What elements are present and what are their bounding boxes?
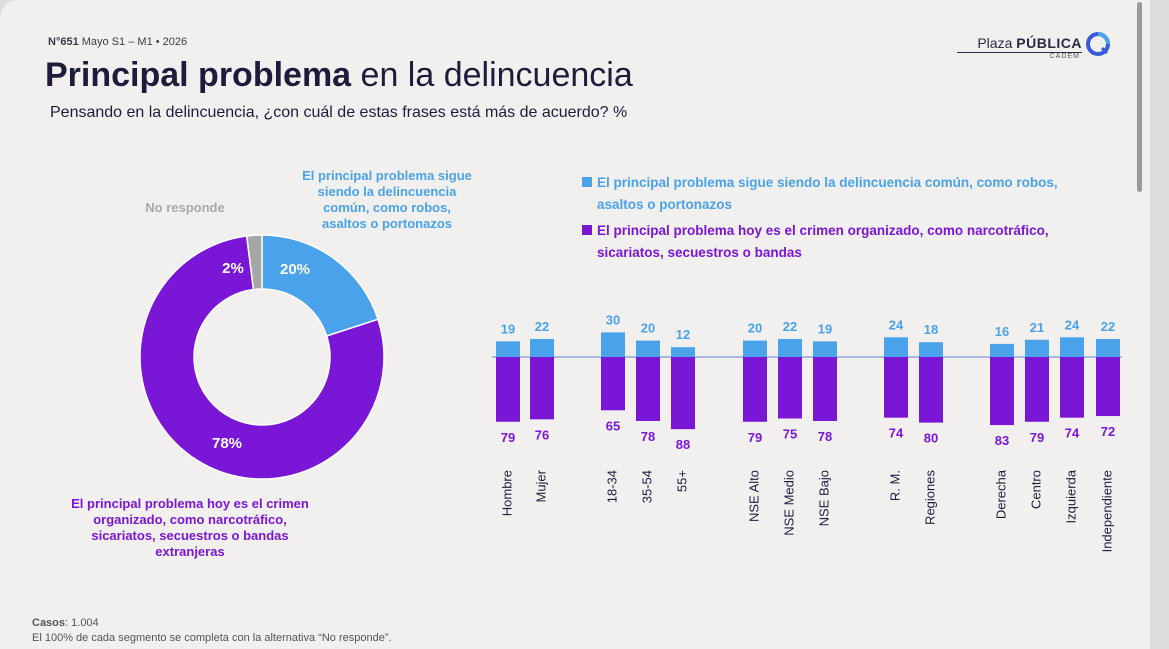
bar-category-label: Derecha	[993, 469, 1008, 519]
page-title: Principal problema en la delincuencia	[45, 56, 633, 94]
bar-purple	[990, 357, 1014, 426]
bar-value-label-blue: 22	[535, 319, 549, 334]
bar-category-label: Izquierda	[1063, 469, 1078, 523]
issue-info: N°651 Mayo S1 – M1 • 2026	[48, 36, 188, 48]
bar-value-label-purple: 72	[1101, 424, 1115, 439]
bar-category-label: NSE Medio	[781, 470, 796, 536]
bar-value-label-purple: 78	[818, 429, 832, 444]
bar-value-label-blue: 24	[1065, 317, 1080, 332]
footer-note: El 100% de cada segmento se completa con…	[32, 632, 392, 644]
donut-slice-label: 20%	[280, 261, 310, 278]
bar-category-label: Mujer	[533, 469, 548, 502]
bar-value-label-blue: 24	[889, 317, 904, 332]
bar-category-label: 18-34	[604, 470, 619, 503]
bar-category-label: Regiones	[922, 470, 937, 525]
bar-legend: El principal problema sigue siendo la de…	[582, 172, 1062, 268]
bar-purple	[778, 357, 802, 419]
bar-purple	[1060, 357, 1084, 418]
bar-value-label-purple: 79	[1030, 430, 1044, 445]
bar-blue	[813, 341, 837, 357]
bar-category-label: Independiente	[1099, 470, 1114, 552]
bar-blue	[496, 341, 520, 357]
bar-value-label-blue: 21	[1030, 320, 1044, 335]
bar-value-label-purple: 83	[995, 433, 1009, 448]
bar-value-label-blue: 19	[818, 321, 832, 336]
donut-annotation-blue: El principal problema sigue siendo la de…	[302, 168, 472, 231]
bar-purple	[884, 357, 908, 418]
bar-category-label: R. M.	[887, 470, 902, 501]
legend-swatch-purple	[582, 225, 592, 235]
bar-category-label: 35-54	[639, 470, 654, 503]
bar-blue	[601, 332, 625, 357]
legend-item-blue: El principal problema sigue siendo la de…	[582, 172, 1062, 216]
bar-value-label-blue: 16	[995, 324, 1009, 339]
bar-category-label: NSE Bajo	[816, 470, 831, 526]
bar-value-label-purple: 79	[748, 430, 762, 445]
cases-note: Casos: 1.004	[32, 617, 99, 629]
bar-blue	[743, 340, 767, 357]
bar-purple	[671, 357, 695, 430]
page-subtitle: Pensando en la delincuencia, ¿con cuál d…	[50, 104, 628, 121]
bar-value-label-purple: 74	[889, 426, 904, 441]
brand-mark-icon	[1086, 32, 1110, 56]
bar-category-label: Hombre	[499, 470, 514, 516]
legend-item-purple: El principal problema hoy es el crimen o…	[582, 220, 1062, 264]
bar-value-label-purple: 76	[535, 427, 549, 442]
bar-value-label-blue: 12	[676, 327, 690, 342]
bar-blue	[636, 340, 660, 357]
bar-purple	[813, 357, 837, 421]
donut-slice	[139, 235, 385, 480]
bar-value-label-blue: 19	[501, 321, 515, 336]
bar-value-label-blue: 22	[783, 319, 797, 334]
bar-value-label-blue: 18	[924, 322, 938, 337]
donut-slice	[245, 234, 263, 291]
bar-value-label-blue: 22	[1101, 319, 1115, 334]
bar-purple	[496, 357, 520, 422]
bar-blue	[1060, 337, 1084, 357]
bar-value-label-blue: 30	[606, 312, 620, 327]
bar-blue	[778, 338, 802, 357]
legend-swatch-blue	[582, 177, 592, 187]
bar-blue	[919, 342, 943, 357]
donut-annotation-purple: El principal problema hoy es el crimen o…	[71, 496, 309, 559]
donut-annotation-gray: No responde	[145, 200, 225, 215]
bar-purple	[743, 357, 767, 422]
bar-value-label-purple: 88	[676, 437, 690, 452]
bar-blue	[671, 347, 695, 357]
bar-purple	[919, 357, 943, 423]
bar-value-label-purple: 65	[606, 418, 620, 433]
bar-value-label-blue: 20	[748, 321, 762, 336]
bar-blue	[530, 338, 554, 357]
bar-value-label-purple: 74	[1065, 426, 1080, 441]
bar-blue	[1096, 338, 1120, 357]
bar-blue	[1025, 339, 1049, 357]
bar-purple	[1096, 357, 1120, 417]
plaza-publica-logo: Plaza PÚBLICA CADEM	[957, 32, 1110, 60]
donut-slice-label: 2%	[222, 260, 244, 277]
bar-value-label-purple: 75	[783, 427, 797, 442]
bar-blue	[990, 343, 1014, 357]
bar-value-label-blue: 20	[641, 321, 655, 336]
bar-value-label-purple: 80	[924, 431, 938, 446]
donut-slice-label: 78%	[212, 435, 242, 452]
bar-category-label: NSE Alto	[746, 470, 761, 522]
bar-purple	[530, 357, 554, 420]
bar-value-label-purple: 79	[501, 430, 515, 445]
bar-purple	[636, 357, 660, 421]
bar-blue	[884, 337, 908, 357]
scrollbar[interactable]	[1137, 2, 1142, 192]
bar-category-label: 55+	[674, 470, 689, 492]
bar-value-label-purple: 78	[641, 429, 655, 444]
bar-category-label: Centro	[1028, 470, 1043, 509]
bar-purple	[1025, 357, 1049, 422]
bar-purple	[601, 357, 625, 411]
